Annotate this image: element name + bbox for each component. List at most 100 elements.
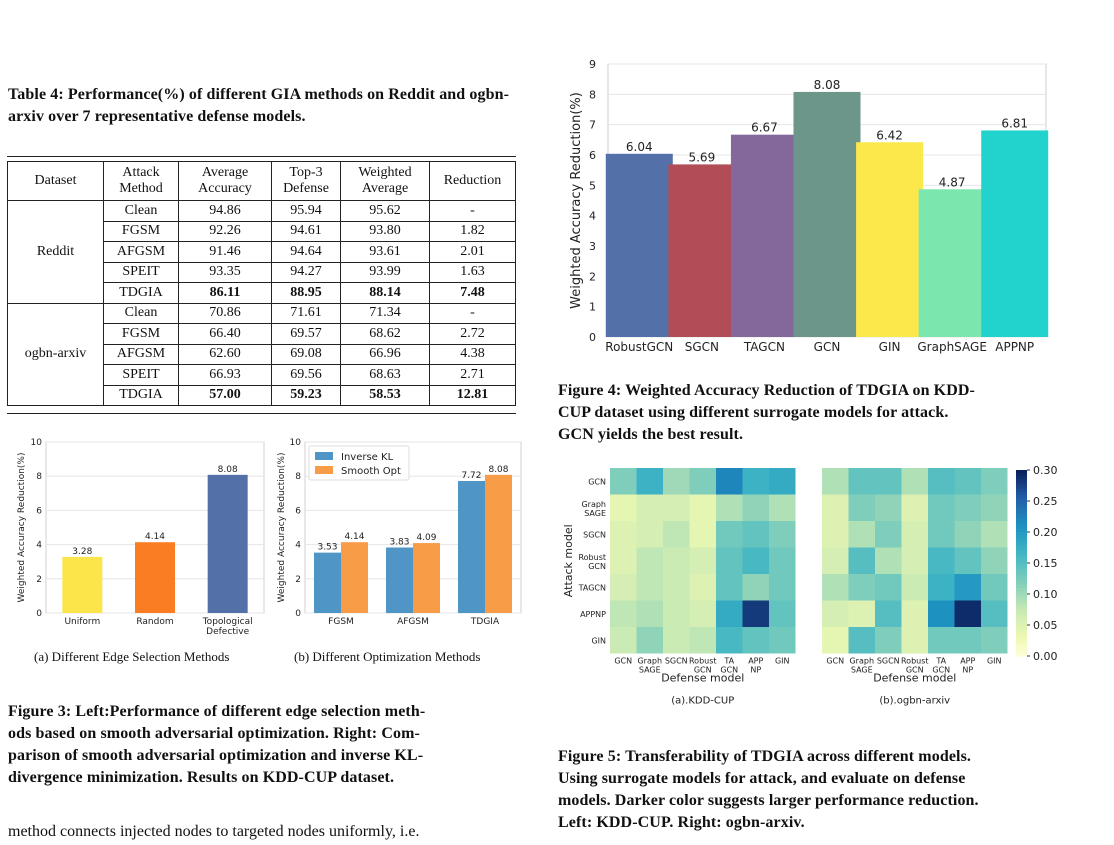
table4: Dataset Attack Method Average Accuracy Top…	[7, 161, 516, 406]
y-tick-label: 10	[31, 438, 43, 448]
cell-reduction: 2.72	[429, 323, 516, 345]
colorbar-segment	[1016, 575, 1027, 580]
figure5-caption: Figure 5: Transferability of TDGIA acros…	[558, 748, 979, 831]
panel-title: (a).KDD-CUP	[671, 696, 734, 707]
cell-weighted: 58.53	[340, 384, 430, 406]
heatmap-cell	[822, 468, 849, 495]
cell-top3: 94.64	[271, 241, 341, 263]
heatmap-cell	[901, 574, 928, 601]
y-tick-label: GIN	[591, 636, 606, 645]
heatmap-cell	[981, 521, 1008, 548]
legend-swatch	[315, 452, 333, 460]
cell-weighted: 93.80	[340, 220, 430, 242]
y-tick-label: 1	[589, 301, 596, 314]
colorbar-segment	[1016, 584, 1027, 589]
cell-avg: 93.35	[178, 261, 272, 283]
colorbar-segment	[1016, 597, 1027, 601]
x-tick-label: GCN	[694, 666, 712, 675]
y-axis-label: Weighted Accuracy Reduction(%)	[17, 453, 27, 603]
cell-avg: 92.26	[178, 220, 272, 242]
colorbar-segment	[1016, 612, 1027, 617]
table-header-row: Dataset Attack Method Average Accuracy Top…	[7, 161, 516, 201]
y-tick-label: GCN	[588, 562, 606, 571]
fig3b-subcaption: (b) Different Optimization Methods	[294, 649, 481, 664]
x-tick-label: SGCN	[685, 340, 719, 354]
y-tick-label: 4	[36, 541, 42, 551]
cell-reduction: 4.38	[429, 343, 516, 365]
colorbar-segment	[1016, 615, 1027, 620]
colorbar-segment	[1016, 578, 1027, 583]
cell-top3: 69.57	[271, 323, 341, 345]
dataset-cell-ogbn-arxiv: ogbn-arxiv	[7, 302, 104, 406]
cell-reduction: -	[429, 200, 516, 222]
y-tick-label: Graph	[581, 500, 606, 509]
cell-reduction: 12.81	[429, 384, 516, 406]
heatmap-cell	[742, 521, 769, 548]
x-tick-label: Robust	[689, 657, 717, 666]
table-row: TDGIA 86.11 88.95 88.14 7.48	[8, 282, 516, 304]
colorbar-tick-label: 0.30	[1033, 464, 1058, 477]
bar-value-label: 8.08	[488, 465, 508, 475]
heatmap-cell	[848, 627, 875, 654]
figure3-caption: Figure 3: Left:Performance of different …	[8, 703, 426, 786]
heatmap-cell	[636, 494, 663, 521]
bar	[207, 474, 248, 613]
fig4-chart: 0 1 2 3 4 5 6 7 8 9 6.04 RobustGCN 5.69 SGCN 6.67 TAGCN…	[569, 58, 1049, 354]
heatmap-cell	[689, 494, 716, 521]
x-tick-label: SGCN	[665, 657, 688, 666]
cell-top3: 71.61	[271, 302, 341, 324]
heatmap-cell	[663, 521, 690, 548]
heatmap-cell	[954, 494, 981, 521]
y-axis-label: Weighted Accuracy Reduction(%)	[569, 92, 584, 309]
heatmap-cell	[716, 627, 743, 654]
colorbar-segment	[1016, 528, 1027, 533]
cell-avg: 66.40	[178, 323, 272, 345]
heatmap-cell	[716, 574, 743, 601]
y-tick-label: TAGCN	[578, 583, 606, 592]
x-tick-label: GCN	[932, 666, 950, 675]
colorbar-segment	[1016, 587, 1027, 592]
colorbar-segment	[1016, 550, 1027, 555]
y-tick-label: 4	[295, 541, 301, 551]
y-tick-label: 5	[589, 179, 596, 192]
colorbar-segment	[1016, 566, 1027, 570]
colorbar-segment	[1016, 553, 1027, 558]
bar	[135, 542, 175, 613]
colorbar-segment	[1016, 625, 1027, 629]
x-tick-label: AFGSM	[397, 617, 429, 627]
table4-caption: Table 4: Performance(%) of different GIA…	[8, 86, 510, 125]
x-tick-label: GIN	[987, 657, 1002, 666]
cell-method: FGSM	[103, 323, 179, 345]
cell-method: AFGSM	[103, 241, 179, 263]
heatmap-cell	[716, 468, 743, 495]
legend-swatch	[315, 466, 333, 474]
colorbar-segment	[1016, 522, 1027, 527]
heatmap-cell	[901, 494, 928, 521]
heatmap-cell	[981, 627, 1008, 654]
colorbar-segment	[1016, 556, 1027, 561]
cell-top3: 94.27	[271, 261, 341, 283]
colorbar-segment	[1016, 600, 1027, 604]
heatmap-cell	[954, 547, 981, 574]
heatmap-cell	[663, 494, 690, 521]
bar-value-label: 3.53	[317, 543, 337, 553]
heatmap-cell	[689, 627, 716, 654]
y-tick-label: 3	[589, 240, 596, 253]
colorbar-segment	[1016, 513, 1027, 518]
bar	[668, 164, 736, 337]
bar-value-label: 7.72	[461, 471, 481, 481]
colorbar-segment	[1016, 631, 1027, 635]
colorbar-segment	[1016, 479, 1027, 483]
cell-top3: 69.56	[271, 364, 341, 386]
cell-avg: 91.46	[178, 241, 272, 263]
cell-reduction: 2.01	[429, 241, 516, 263]
y-tick-label: 2	[589, 270, 596, 283]
heatmap-cell	[928, 494, 955, 521]
x-tick-label: GCN	[814, 340, 841, 354]
heatmap-cell	[928, 627, 955, 654]
cell-top3: 69.08	[271, 343, 341, 365]
body-text: method connects injected nodes to target…	[8, 823, 420, 840]
y-tick-label: 10	[290, 438, 302, 448]
heatmap-cell	[848, 468, 875, 495]
colorbar-segment	[1016, 491, 1027, 496]
